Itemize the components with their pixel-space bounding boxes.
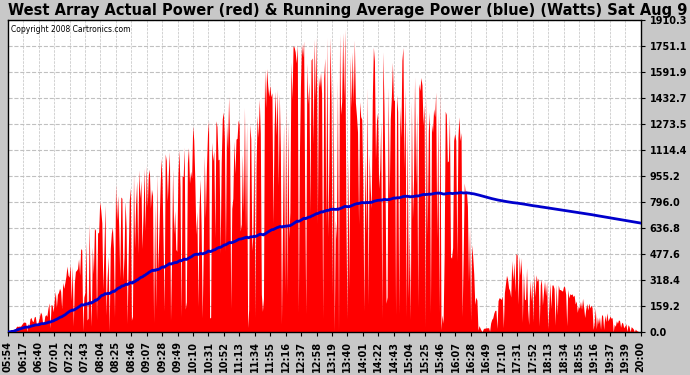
Text: West Array Actual Power (red) & Running Average Power (blue) (Watts) Sat Aug 9 2: West Array Actual Power (red) & Running … xyxy=(8,3,690,18)
Text: Copyright 2008 Cartronics.com: Copyright 2008 Cartronics.com xyxy=(11,25,130,34)
